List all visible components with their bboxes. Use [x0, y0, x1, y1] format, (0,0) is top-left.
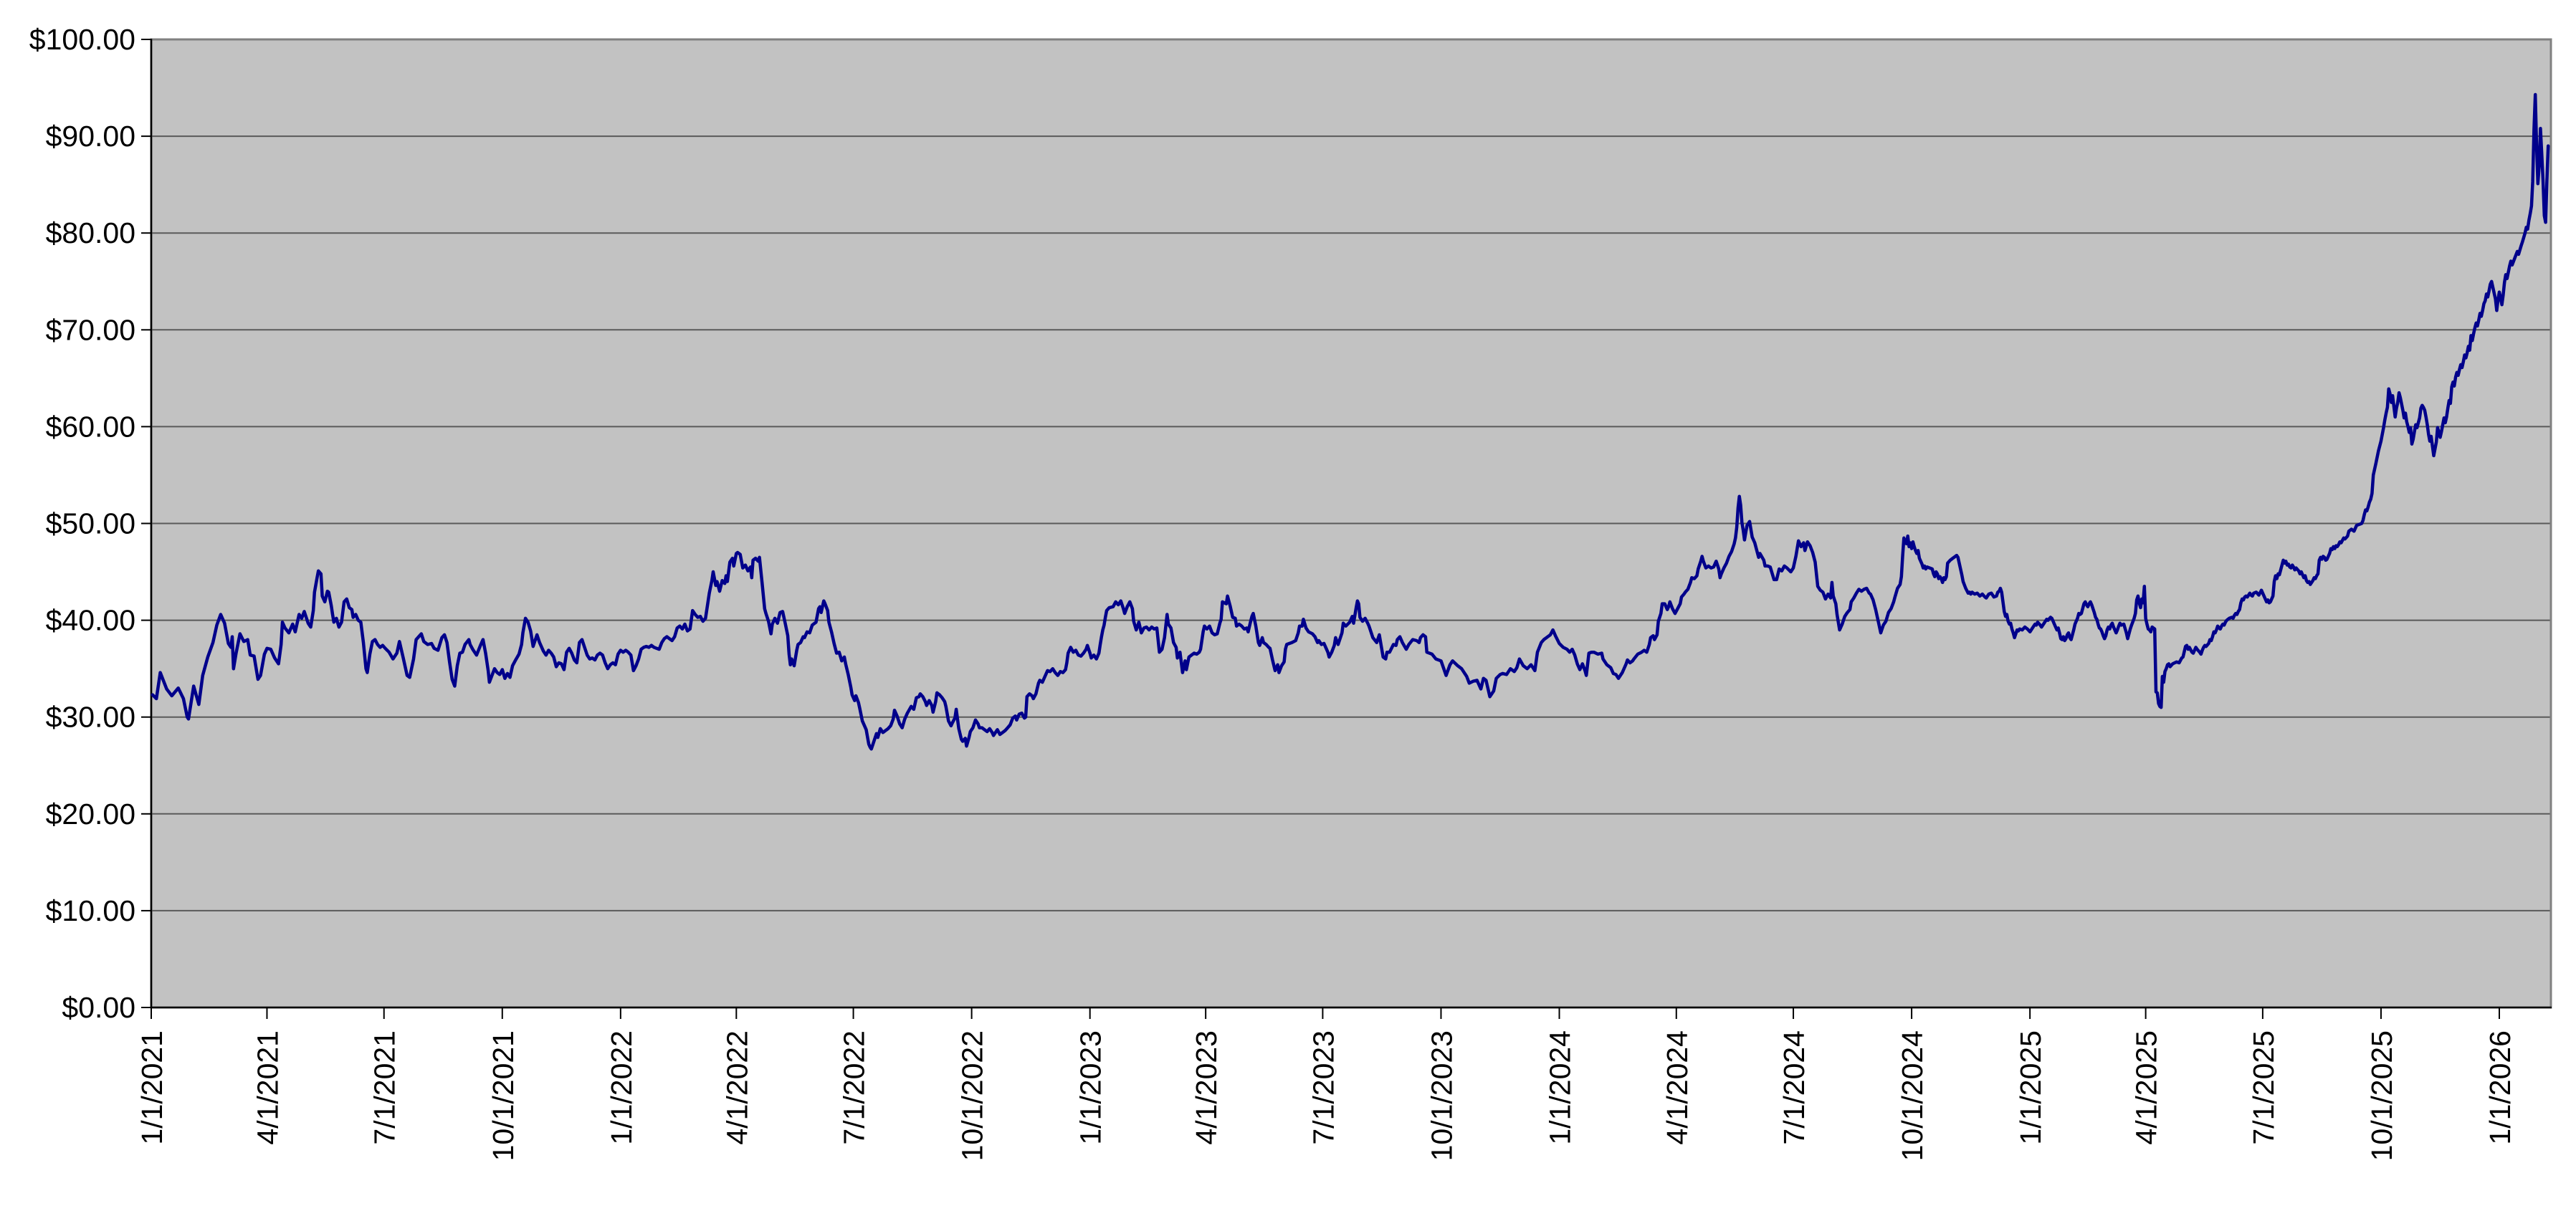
x-axis-label: 1/1/2026 — [2484, 1030, 2517, 1145]
x-axis-label: 10/1/2022 — [956, 1030, 989, 1161]
x-axis-label: 7/1/2022 — [838, 1030, 871, 1145]
x-axis-label: 10/1/2023 — [1425, 1030, 1458, 1161]
x-axis-label: 7/1/2024 — [1778, 1030, 1811, 1145]
y-axis-label: $20.00 — [46, 798, 135, 830]
x-axis-label: 4/1/2025 — [2130, 1030, 2163, 1145]
y-axis-label: $40.00 — [46, 604, 135, 637]
y-axis-label: $80.00 — [46, 216, 135, 249]
x-axis-label: 10/1/2024 — [1896, 1030, 1929, 1161]
x-axis-label: 7/1/2021 — [368, 1030, 401, 1145]
y-axis-label: $60.00 — [46, 410, 135, 443]
x-axis-label: 4/1/2024 — [1661, 1030, 1694, 1145]
x-axis-label: 7/1/2025 — [2247, 1030, 2280, 1145]
x-axis-label: 1/1/2025 — [2014, 1030, 2047, 1145]
y-axis-label: $0.00 — [62, 991, 135, 1024]
x-axis-label: 4/1/2022 — [720, 1030, 753, 1145]
x-axis-label: 1/1/2021 — [135, 1030, 168, 1145]
y-axis-label: $50.00 — [46, 507, 135, 540]
y-axis-label: $90.00 — [46, 120, 135, 153]
price-line-series — [151, 92, 2550, 751]
x-axis-label: 10/1/2025 — [2365, 1030, 2398, 1161]
x-axis-label: 4/1/2021 — [251, 1030, 284, 1145]
y-axis-label: $100.00 — [29, 23, 135, 56]
x-axis-label: 1/1/2022 — [605, 1030, 638, 1145]
y-axis-label: $10.00 — [46, 894, 135, 927]
x-axis-label: 1/1/2024 — [1544, 1030, 1577, 1145]
x-axis-label: 4/1/2023 — [1190, 1030, 1223, 1145]
x-axis-label: 10/1/2021 — [487, 1030, 520, 1161]
y-axis-label: $70.00 — [46, 313, 135, 346]
x-axis-label: 1/1/2023 — [1074, 1030, 1107, 1145]
y-axis-label: $30.00 — [46, 701, 135, 734]
x-axis-label: 7/1/2023 — [1307, 1030, 1340, 1145]
